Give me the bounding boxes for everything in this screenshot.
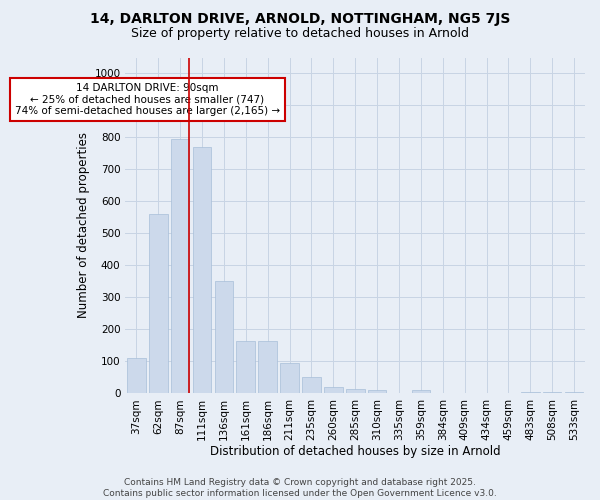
Bar [127, 358, 146, 394]
Bar [149, 214, 167, 394]
Bar [565, 392, 583, 394]
Text: Size of property relative to detached houses in Arnold: Size of property relative to detached ho… [131, 28, 469, 40]
Text: 14, DARLTON DRIVE, ARNOLD, NOTTINGHAM, NG5 7JS: 14, DARLTON DRIVE, ARNOLD, NOTTINGHAM, N… [90, 12, 510, 26]
Bar [236, 340, 255, 394]
Bar [280, 363, 299, 394]
Bar [193, 147, 211, 394]
Text: 14 DARLTON DRIVE: 90sqm
← 25% of detached houses are smaller (747)
74% of semi-d: 14 DARLTON DRIVE: 90sqm ← 25% of detache… [15, 83, 280, 116]
Bar [521, 392, 539, 394]
Bar [368, 390, 386, 394]
Bar [259, 340, 277, 394]
Bar [302, 378, 321, 394]
Bar [346, 388, 365, 394]
Bar [171, 139, 190, 394]
Bar [215, 282, 233, 394]
Text: Contains HM Land Registry data © Crown copyright and database right 2025.
Contai: Contains HM Land Registry data © Crown c… [103, 478, 497, 498]
Bar [324, 387, 343, 394]
Y-axis label: Number of detached properties: Number of detached properties [77, 132, 90, 318]
X-axis label: Distribution of detached houses by size in Arnold: Distribution of detached houses by size … [210, 444, 500, 458]
Bar [543, 392, 562, 394]
Bar [412, 390, 430, 394]
